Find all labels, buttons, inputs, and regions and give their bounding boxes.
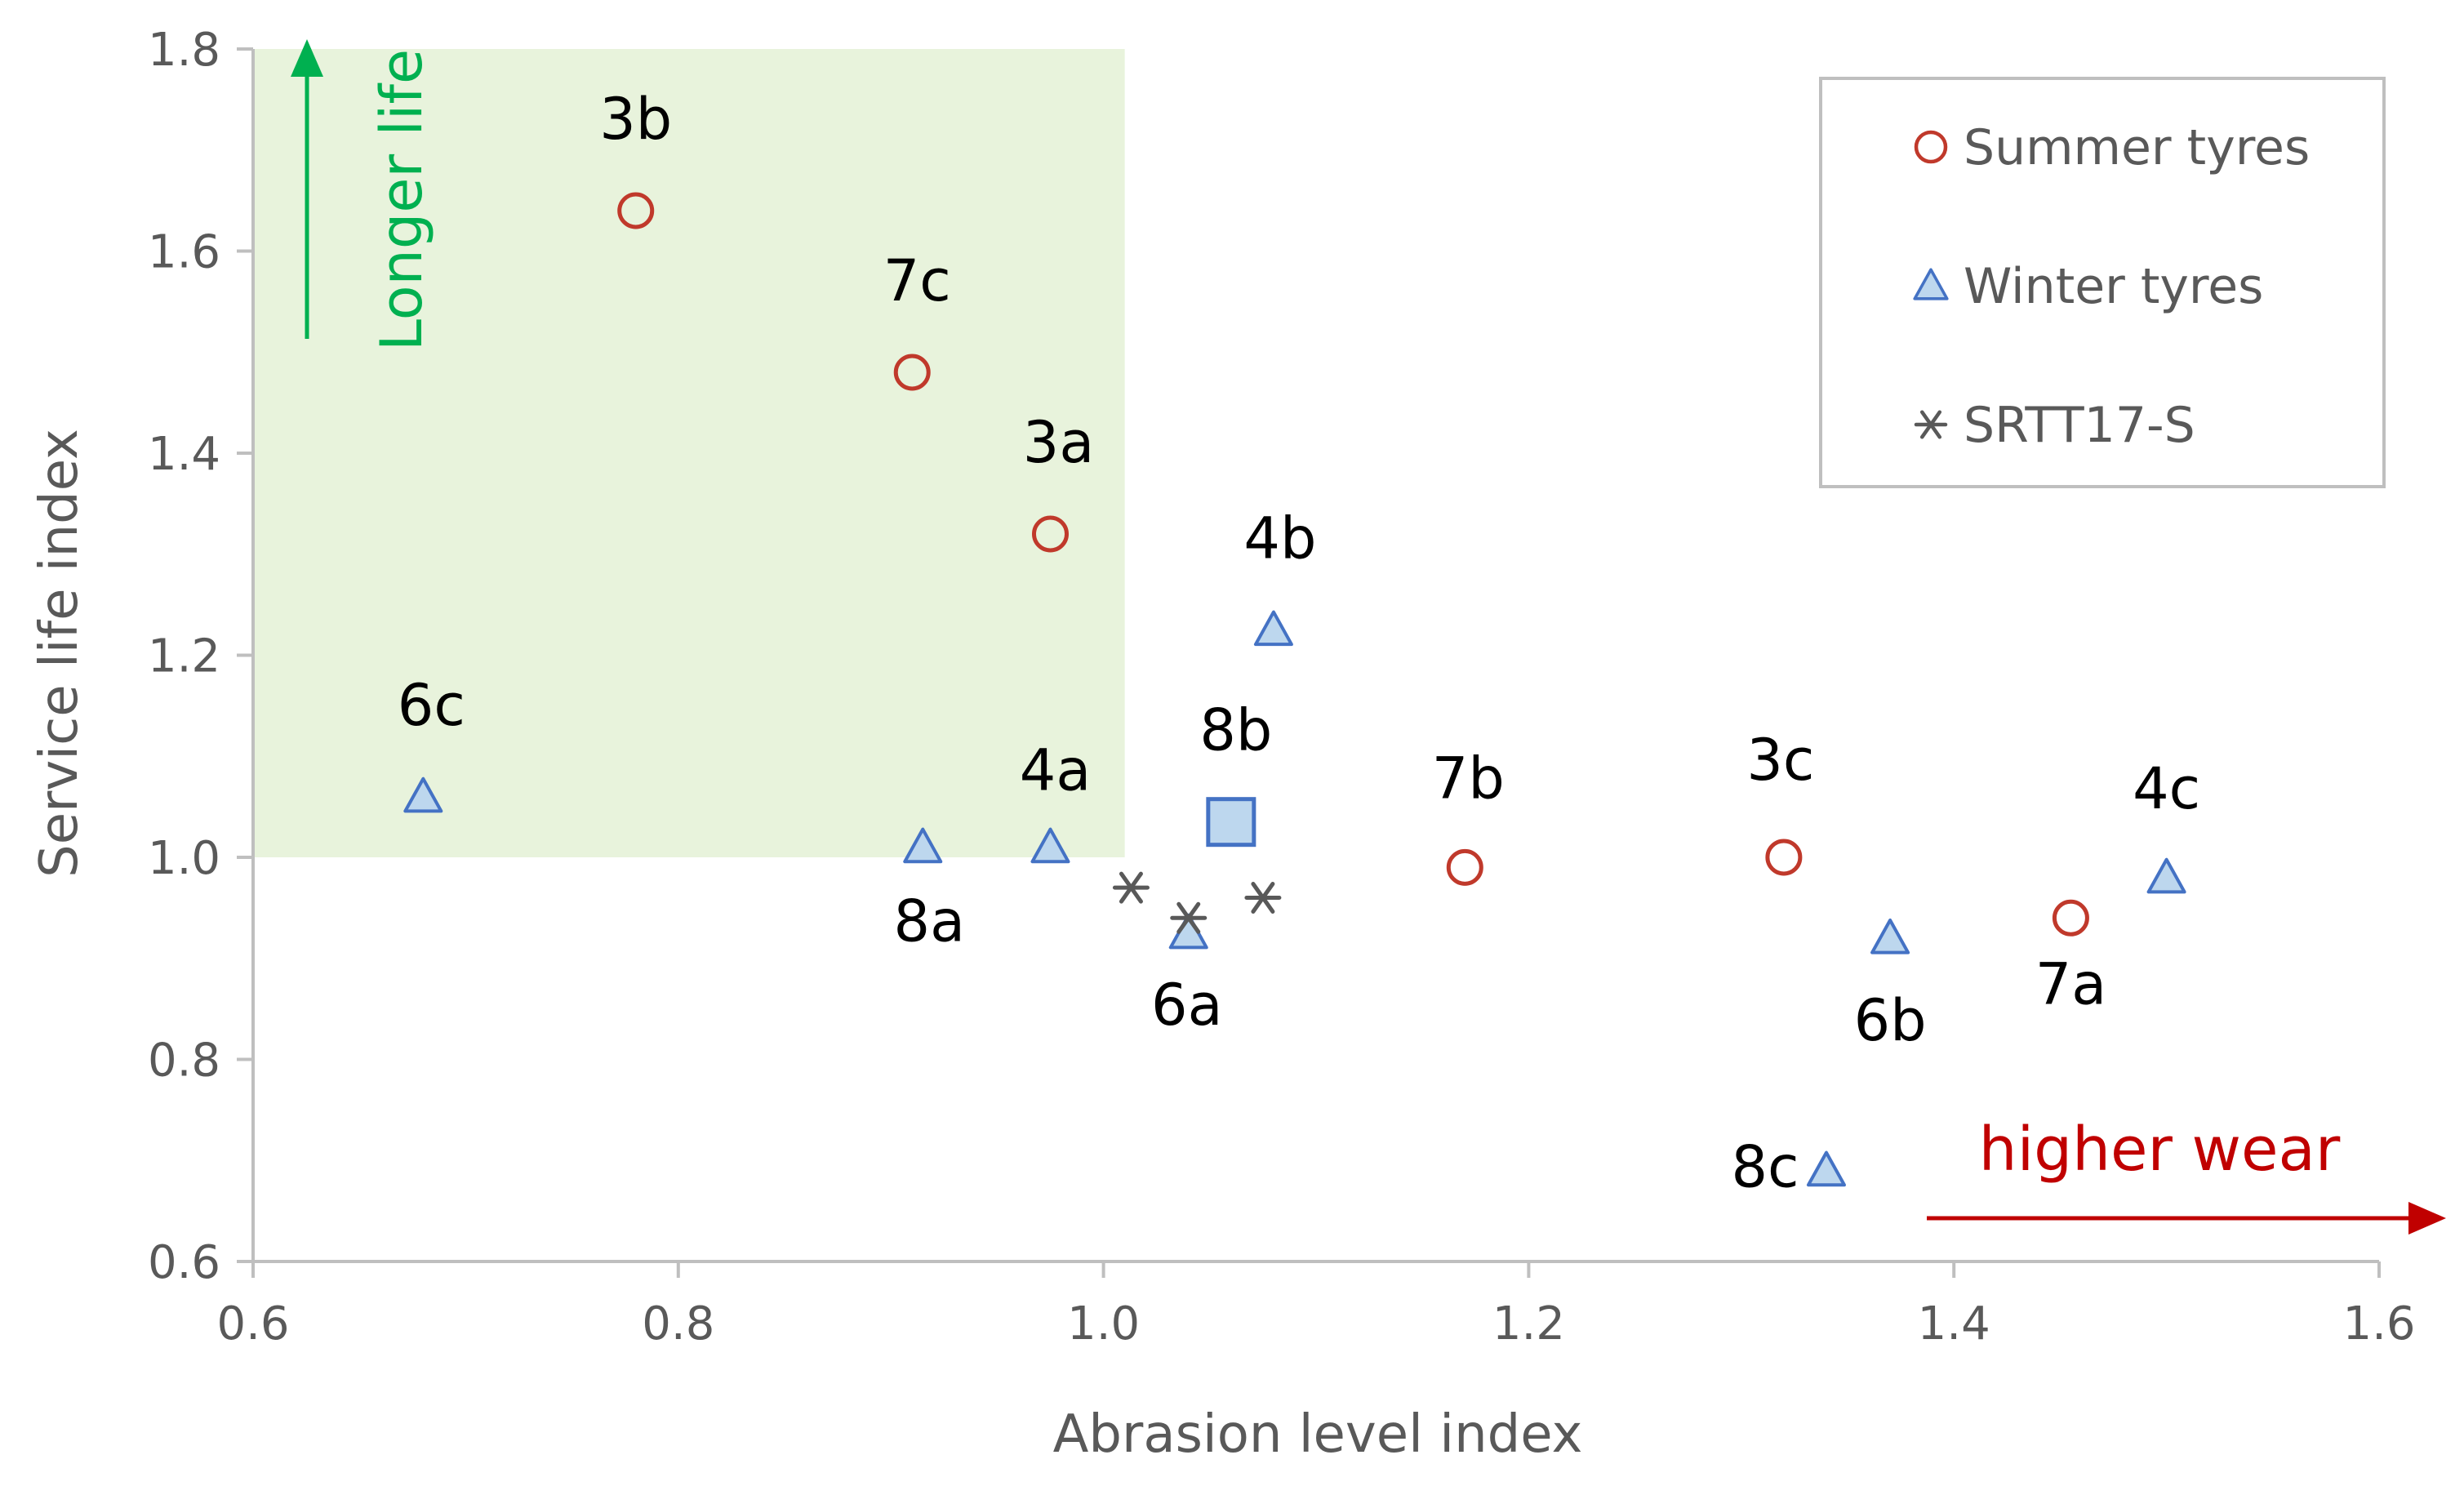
data-point [1253, 610, 1293, 647]
point-label: 7c [883, 247, 951, 314]
data-point [1446, 848, 1483, 886]
x-tick-label: 1.0 [1067, 1297, 1140, 1350]
data-point [2146, 857, 2186, 894]
data-point [1806, 1150, 1846, 1187]
y-tick-label: 1.6 [148, 226, 220, 279]
data-point-special [1206, 797, 1256, 848]
x-tick-label: 1.6 [2342, 1297, 2415, 1350]
point-label: 6c [398, 672, 465, 739]
data-point [1112, 871, 1150, 904]
data-point [903, 827, 943, 864]
point-labels: 3b 7c 3a 7b 3c 7a 6c 8a 4a 6a 4b 6b 4c 8c 8b [398, 86, 2200, 1201]
data-point [1870, 919, 1910, 954]
legend-label: Winter tyres [1964, 258, 2263, 315]
higher-wear-arrow-head [2408, 1202, 2446, 1235]
series-1 [403, 610, 2186, 1187]
legend-marker [1914, 410, 1948, 439]
legend-marker [1913, 268, 1949, 300]
data-marks [403, 192, 2186, 1187]
axes: 0.6 0.8 1.0 1.2 1.4 1.6 0.6 0.8 1.0 1.2 1.4 1.6 1.8 [148, 24, 2416, 1350]
point-label: 3b [599, 86, 672, 153]
higher-wear-annotation: higher wear [1927, 1115, 2446, 1235]
x-axis-title: Abrasion level index [1053, 1404, 1583, 1465]
point-label: 8a [894, 888, 965, 955]
point-label: 7a [2035, 950, 2106, 1017]
y-tick-label: 1.8 [148, 24, 220, 77]
series-0 [617, 192, 2089, 937]
longer-life-annotation: Longer life [291, 39, 435, 351]
point-label: 6a [1151, 972, 1222, 1039]
y-axis-title: Service life index [29, 429, 90, 878]
point-label: 6b [1854, 987, 1927, 1054]
point-label: 8b [1199, 697, 1272, 764]
data-point [2052, 899, 2089, 937]
data-point [1032, 515, 1069, 553]
y-tick-label: 0.8 [148, 1034, 220, 1088]
point-label: 7b [1432, 745, 1505, 812]
data-point [893, 354, 931, 391]
y-tick-label: 1.0 [148, 832, 220, 885]
data-point [617, 192, 655, 229]
x-tick-label: 1.2 [1492, 1297, 1565, 1350]
data-point [1244, 882, 1282, 914]
point-label: 3a [1023, 409, 1094, 476]
point-label: 4b [1243, 505, 1316, 572]
y-tick-label: 1.2 [148, 630, 220, 683]
higher-wear-text: higher wear [1979, 1115, 2341, 1185]
longer-life-arrow-head [291, 39, 323, 77]
data-point [1030, 827, 1070, 864]
x-tick-label: 0.8 [642, 1297, 714, 1350]
data-point [403, 776, 443, 813]
data-point [1765, 839, 1803, 876]
point-label: 4a [1020, 737, 1091, 804]
point-label: 8c [1731, 1134, 1799, 1201]
legend-label: SRTT17-S [1964, 397, 2195, 454]
point-label: 3c [1746, 727, 1814, 794]
y-tick-label: 1.4 [148, 428, 220, 481]
longer-life-text: Longer life [368, 49, 435, 351]
y-tick-label: 0.6 [148, 1236, 220, 1289]
legend-label: Summer tyres [1964, 119, 2310, 176]
legend: Summer tyres Winter tyres SRTT17-S [1819, 77, 2386, 488]
point-label: 4c [2133, 755, 2200, 822]
highlight-region [253, 49, 1125, 857]
x-tick-label: 1.4 [1918, 1297, 1990, 1350]
highlight-region-layer [253, 49, 1125, 857]
series-2 [1112, 871, 1282, 934]
x-tick-label: 0.6 [216, 1297, 289, 1350]
legend-marker [1914, 130, 1948, 164]
data-point [1170, 901, 1208, 934]
